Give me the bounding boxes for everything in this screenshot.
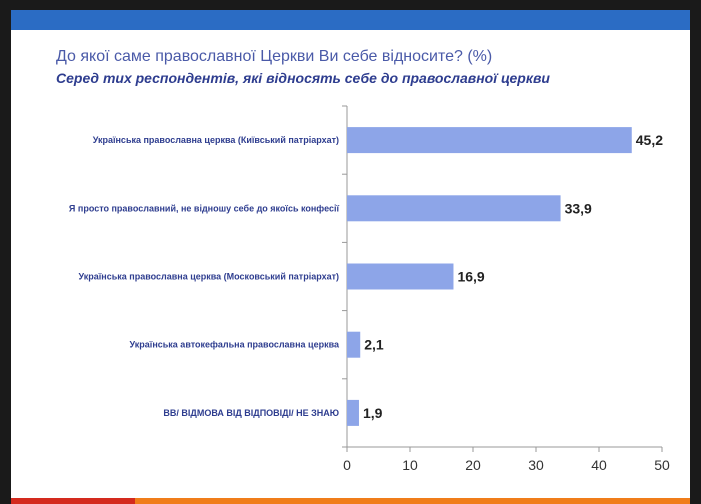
- bottom-strip-orange: [135, 498, 690, 504]
- x-tick-label: 10: [402, 457, 418, 473]
- bar: [347, 331, 361, 358]
- category-label: Українська автокефальна православна церк…: [130, 340, 340, 350]
- bar: [347, 195, 561, 222]
- data-label: 33,9: [565, 200, 592, 216]
- bottom-strip: [11, 498, 690, 504]
- category-label: Українська православна церква (Київський…: [93, 135, 339, 145]
- x-tick-label: 0: [343, 457, 351, 473]
- data-label: 45,2: [636, 132, 663, 148]
- bottom-strip-red: [11, 498, 135, 504]
- data-label: 16,9: [457, 269, 484, 285]
- bar: [347, 263, 454, 290]
- header-bar: [11, 10, 690, 30]
- x-tick-label: 30: [528, 457, 544, 473]
- category-label: Українська православна церква (Московськ…: [79, 272, 340, 282]
- bar-chart: 0 10 20 30 40 50 Українська православна церква…: [69, 105, 670, 473]
- bar: [347, 127, 632, 154]
- chart-subtitle: Серед тих респондентів, які відносять се…: [56, 70, 550, 86]
- bar: [347, 399, 359, 426]
- x-tick-label: 40: [591, 457, 607, 473]
- data-label: 1,9: [363, 405, 383, 421]
- slide: До якої саме православної Церкви Ви себе…: [11, 10, 690, 504]
- category-label: ВВ/ ВІДМОВА ВІД ВІДПОВІДІ/ НЕ ЗНАЮ: [163, 408, 339, 418]
- category-label: Я просто православний, не відношу себе д…: [69, 203, 340, 213]
- x-tick-label: 20: [465, 457, 481, 473]
- data-label: 2,1: [364, 337, 384, 353]
- x-tick-label: 50: [654, 457, 670, 473]
- chart-title: До якої саме православної Церкви Ви себе…: [56, 48, 493, 65]
